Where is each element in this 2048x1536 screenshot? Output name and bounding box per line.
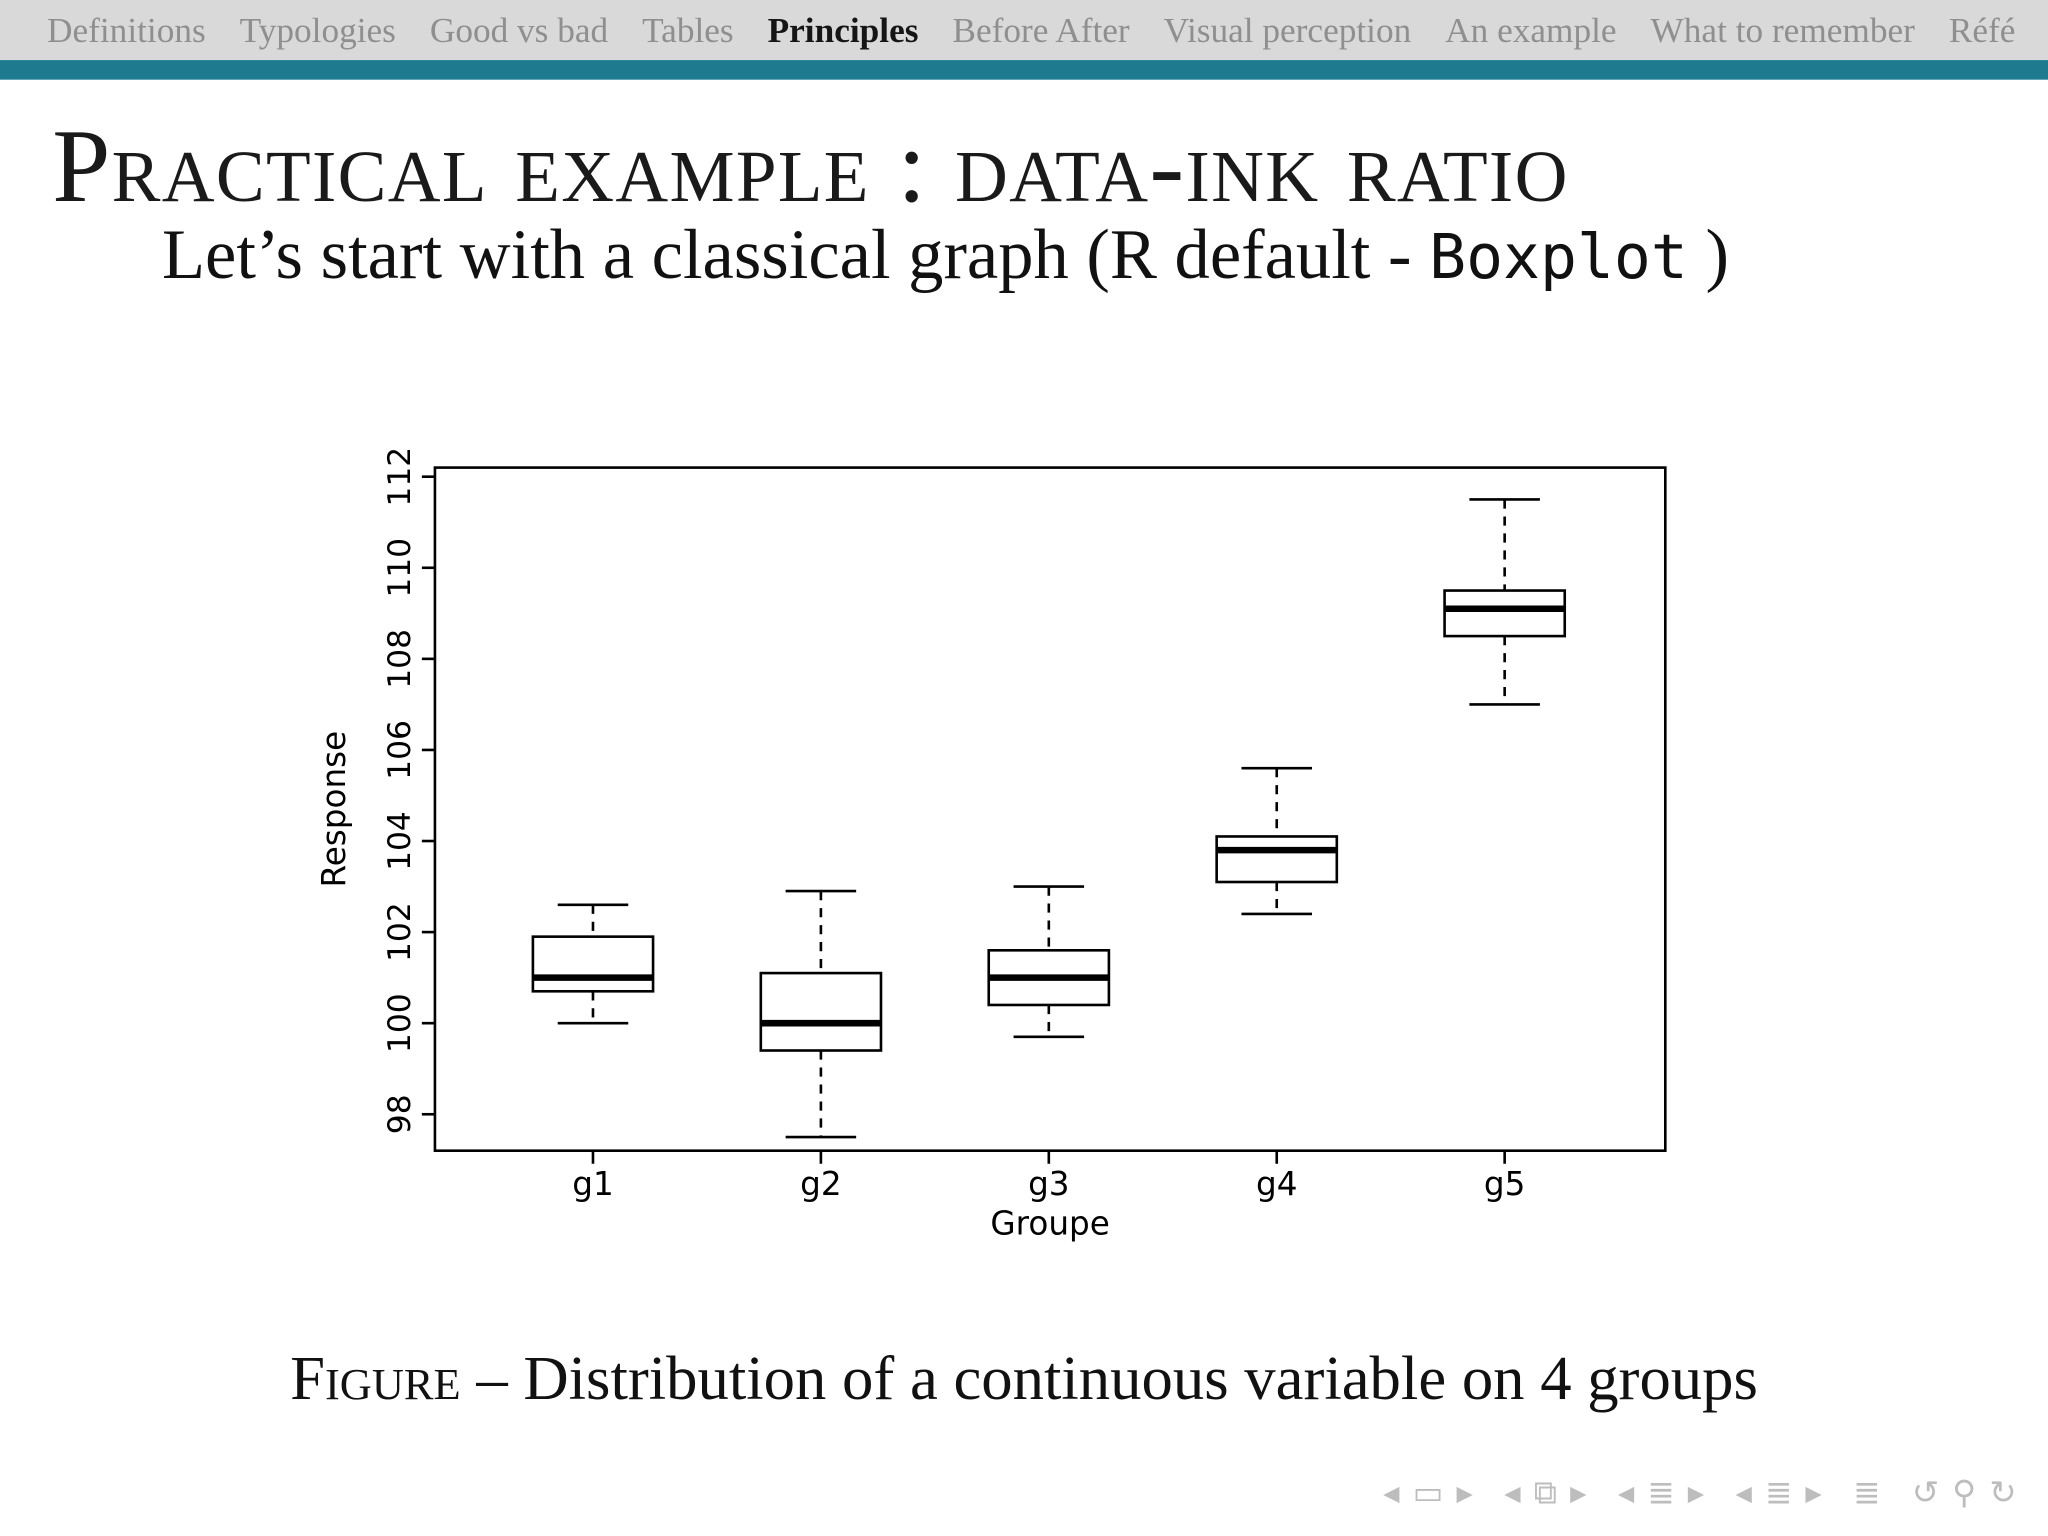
nav-item-good-vs-bad[interactable]: Good vs bad xyxy=(429,9,609,49)
boxplot-group-g3: g3 xyxy=(987,885,1111,1203)
caption-label: Figure xyxy=(290,1343,461,1414)
nav-item-definitions[interactable]: Definitions xyxy=(47,9,206,49)
nav-item-what-to-remember[interactable]: What to remember xyxy=(1650,9,1915,49)
nav-symbol-group: ◂ ≣ ▸ xyxy=(1736,1476,1822,1509)
y-tick-label: 112 xyxy=(382,447,418,507)
x-tick-label: g2 xyxy=(800,1165,842,1203)
x-tick-label: g3 xyxy=(1028,1165,1070,1203)
back-history-icon[interactable]: ↺ xyxy=(1911,1473,1940,1512)
nav-item-tables[interactable]: Tables xyxy=(642,9,734,49)
subtitle-suffix: ) xyxy=(1687,215,1729,294)
next-subsection-arrow-icon[interactable]: ▸ xyxy=(1687,1473,1705,1512)
frames-icon[interactable]: ⧉ xyxy=(1533,1473,1558,1512)
boxplot-group-g2: g2 xyxy=(759,889,883,1203)
forward-history-icon[interactable]: ↻ xyxy=(1989,1473,2017,1512)
nav-item-an-example[interactable]: An example xyxy=(1445,9,1617,49)
boxplot-group-g4: g4 xyxy=(1215,766,1339,1203)
y-tick-label: 108 xyxy=(382,629,418,689)
slide-subtitle: Let’s start with a classical graph (R de… xyxy=(162,214,1729,295)
nav-item-principles[interactable]: Principles xyxy=(767,9,919,49)
x-tick-label: g5 xyxy=(1484,1165,1526,1203)
subtitle-text: Let’s start with a classical graph (R de… xyxy=(161,215,1430,294)
prev-subsection-arrow-icon[interactable]: ◂ xyxy=(1617,1473,1635,1512)
boxplot-figure: 98 100 102 104 106 108 110 112 Response g1 g2 g3 g4 g… xyxy=(315,447,1667,1242)
boxplot-group-g1: g1 xyxy=(531,903,655,1203)
nav-symbol-group: ◂ ≣ ▸ xyxy=(1618,1476,1704,1509)
next-frame-arrow-icon[interactable]: ▸ xyxy=(1570,1473,1587,1512)
search-icon[interactable]: ⚲ xyxy=(1952,1473,1977,1512)
subtitle-code: Boxplot xyxy=(1429,222,1688,294)
nav-symbol-group: ◂ ⧉ ▸ xyxy=(1504,1476,1586,1509)
subsection-list-icon[interactable]: ≣ xyxy=(1647,1473,1675,1512)
y-tick-label: 102 xyxy=(382,902,418,962)
y-tick-label: 98 xyxy=(382,1094,418,1134)
x-tick-label: g4 xyxy=(1256,1165,1298,1203)
y-tick-label: 104 xyxy=(382,811,418,871)
x-axis-label: Groupe xyxy=(990,1204,1109,1242)
nav-symbol-group: ≣ xyxy=(1853,1476,1880,1509)
caption-text: – Distribution of a continuous variable … xyxy=(460,1343,1758,1414)
presentation-outline-icon[interactable]: ≣ xyxy=(1853,1473,1881,1512)
nav-item-visual-perception[interactable]: Visual perception xyxy=(1163,9,1412,49)
section-list-icon[interactable]: ≣ xyxy=(1764,1473,1793,1512)
nav-item-before-after[interactable]: Before After xyxy=(952,9,1130,49)
prev-slide-arrow-icon[interactable]: ◂ xyxy=(1383,1473,1400,1512)
nav-symbol-group: ↺ ⚲ ↻ xyxy=(1912,1476,2017,1509)
y-tick-label: 100 xyxy=(382,993,418,1053)
figure-caption: Figure – Distribution of a continuous va… xyxy=(0,1343,2048,1415)
nav-item-typologies[interactable]: Typologies xyxy=(239,9,396,49)
section-nav: Definitions Typologies Good vs bad Tables Pr… xyxy=(0,0,2048,61)
accent-bar xyxy=(0,60,2048,80)
nav-item-r-f-[interactable]: Réfé xyxy=(1948,9,2016,49)
page-title: Practical example : data-ink ratio xyxy=(52,109,1569,225)
prev-frame-arrow-icon[interactable]: ◂ xyxy=(1504,1473,1521,1512)
x-tick-label: g1 xyxy=(572,1165,614,1203)
plot-frame xyxy=(433,466,1667,1152)
next-section-arrow-icon[interactable]: ▸ xyxy=(1805,1473,1822,1512)
y-axis-label: Response xyxy=(315,731,353,888)
next-slide-arrow-icon[interactable]: ▸ xyxy=(1456,1473,1473,1512)
y-tick-label: 110 xyxy=(382,538,418,598)
boxplot-group-g5: g5 xyxy=(1443,498,1567,1203)
nav-symbol-group: ◂ ▭ ▸ xyxy=(1383,1476,1473,1509)
beamer-nav-symbols: ◂ ▭ ▸ ◂ ⧉ ▸ ◂ ≣ ▸ ◂ ≣ ▸ ≣ ↺ ⚲ ↻ xyxy=(1383,1476,2017,1509)
y-tick-label: 106 xyxy=(382,720,418,780)
prev-section-arrow-icon[interactable]: ◂ xyxy=(1735,1473,1752,1512)
slide-icon[interactable]: ▭ xyxy=(1412,1473,1444,1512)
